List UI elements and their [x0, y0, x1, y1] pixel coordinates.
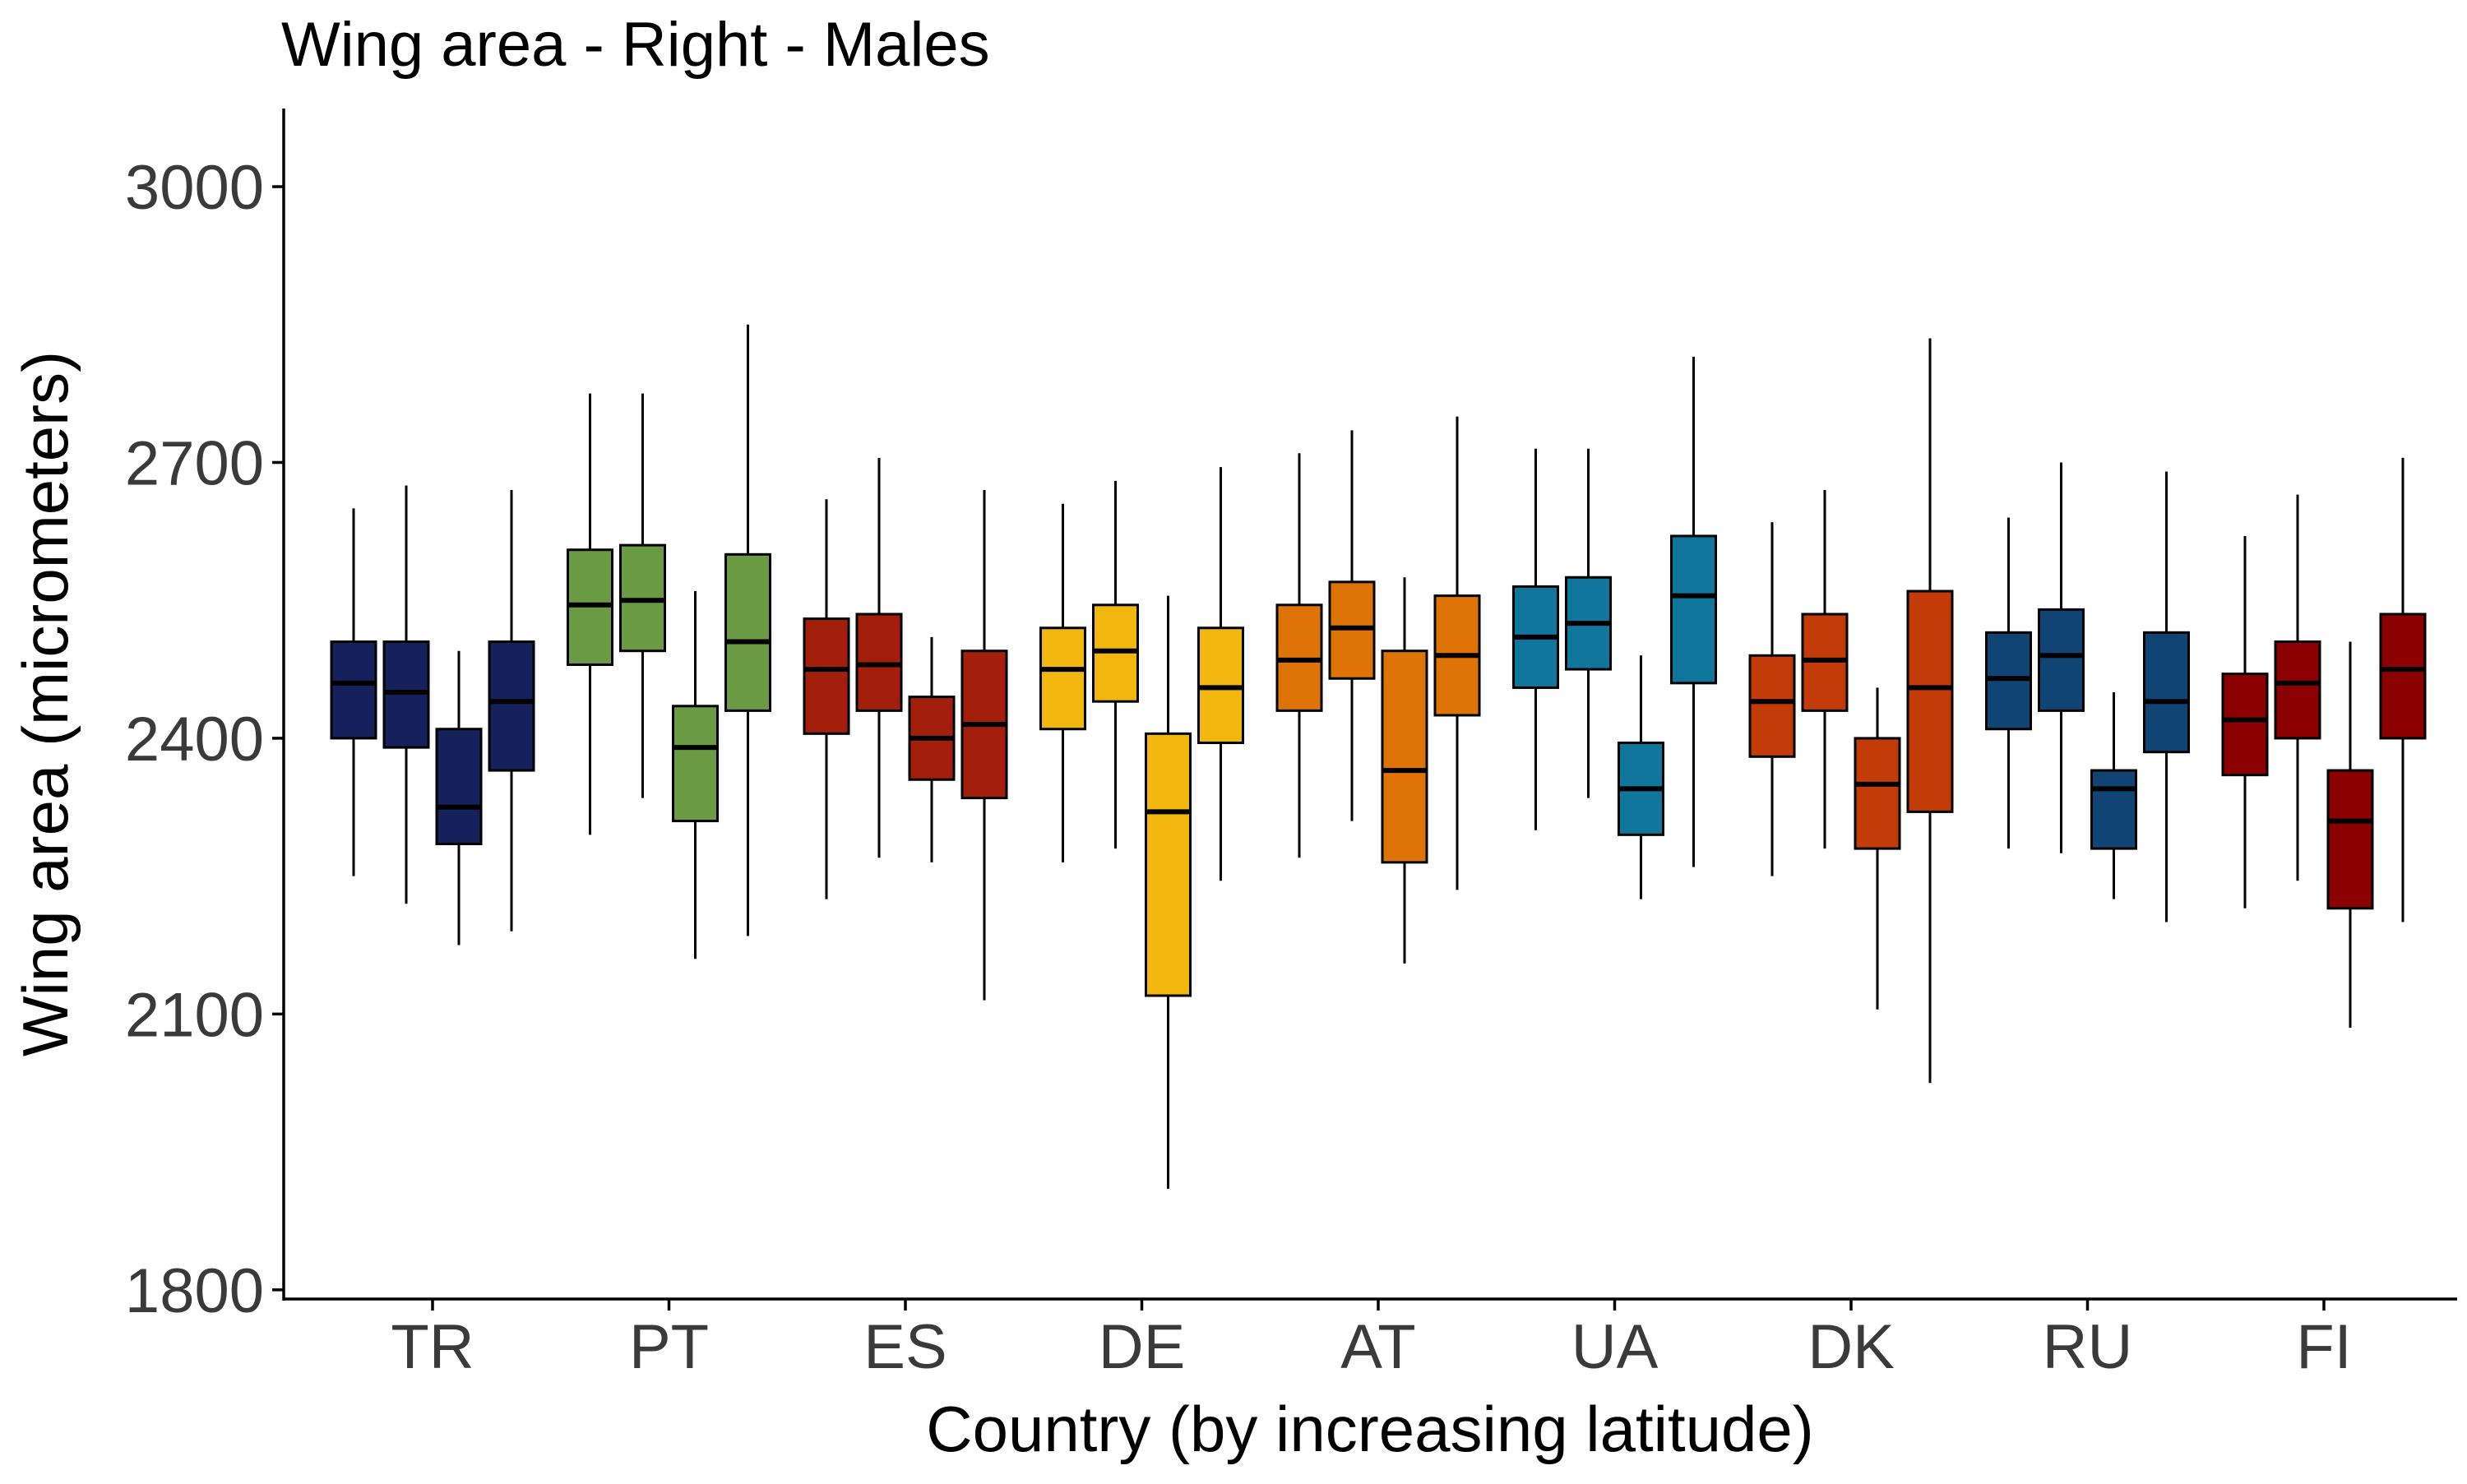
iqr-box: [2090, 769, 2137, 850]
x-tick-label-es: ES: [863, 1312, 947, 1382]
box-at-2: [1328, 430, 1376, 821]
box-es-4: [960, 490, 1008, 1001]
ticks-layer: 1800 2100 2400 2700 3000 TR PT ES DE AT UA DK RU FI: [125, 153, 2352, 1382]
box-es-3: [908, 636, 956, 862]
box-ua-3: [1618, 655, 1664, 899]
iqr-box: [1381, 650, 1428, 864]
x-tick-label-tr: TR: [391, 1312, 474, 1382]
box-ua-1: [1512, 448, 1559, 830]
iqr-box: [2379, 613, 2427, 740]
box-de-1: [1039, 503, 1086, 862]
box-fi-2: [2274, 494, 2321, 881]
iqr-box: [330, 640, 377, 740]
x-tick-label-ru: RU: [2043, 1312, 2133, 1382]
box-pt-2: [619, 393, 666, 798]
y-tick-label: 1800: [125, 1256, 264, 1326]
x-tick-label-at: AT: [1340, 1312, 1415, 1382]
iqr-box: [2274, 640, 2321, 740]
box-ru-4: [2143, 471, 2190, 922]
y-axis-title: Wing area (micrometers): [9, 351, 81, 1056]
box-tr-4: [488, 490, 535, 932]
iqr-box: [435, 728, 483, 846]
iqr-box: [1670, 534, 1717, 685]
chart-title: Wing area - Right - Males: [281, 10, 990, 80]
box-pt-3: [672, 591, 719, 959]
box-tr-1: [330, 508, 377, 876]
iqr-box: [2143, 631, 2190, 754]
x-tick-label-dk: DK: [1807, 1312, 1895, 1382]
box-ua-2: [1565, 448, 1612, 798]
box-de-4: [1197, 467, 1244, 881]
iqr-box: [2326, 769, 2374, 910]
box-at-4: [1433, 416, 1481, 890]
iqr-box: [1145, 732, 1192, 997]
iqr-box: [2038, 608, 2085, 712]
box-dk-3: [1854, 687, 1901, 1010]
iqr-box: [672, 705, 719, 823]
box-tr-2: [382, 485, 430, 904]
x-axis-title: Country (by increasing latitude): [926, 1393, 1814, 1465]
box-fi-4: [2379, 457, 2427, 922]
box-dk-4: [1906, 338, 1954, 1084]
y-tick-label: 2700: [125, 428, 264, 498]
iqr-box: [1854, 737, 1901, 850]
box-fi-3: [2326, 641, 2374, 1029]
x-tick-label-fi: FI: [2296, 1312, 2352, 1382]
box-dk-1: [1748, 522, 1796, 876]
axes-layer: [282, 109, 2457, 1301]
iqr-box: [488, 640, 535, 772]
x-tick-label-pt: PT: [629, 1312, 709, 1382]
box-at-3: [1381, 577, 1428, 964]
box-pt-4: [724, 324, 771, 936]
box-es-2: [855, 457, 903, 858]
y-tick-label: 2400: [125, 705, 264, 774]
box-ru-2: [2038, 462, 2085, 853]
boxes-layer: [330, 324, 2427, 1189]
box-tr-3: [435, 650, 483, 945]
iqr-box: [1039, 626, 1086, 731]
y-tick-label: 3000: [125, 153, 264, 223]
x-tick-label-de: DE: [1099, 1312, 1186, 1382]
box-de-2: [1092, 480, 1139, 849]
box-es-1: [803, 499, 850, 899]
box-at-1: [1275, 453, 1323, 858]
iqr-box: [724, 552, 771, 712]
box-fi-1: [2221, 535, 2269, 908]
iqr-box: [803, 617, 850, 735]
x-tick-label-ua: UA: [1571, 1312, 1659, 1382]
box-ua-4: [1670, 356, 1717, 867]
y-tick-label: 2100: [125, 980, 264, 1050]
box-dk-2: [1801, 490, 1849, 849]
box-ru-3: [2090, 692, 2137, 899]
box-pt-1: [567, 393, 613, 835]
box-de-3: [1145, 595, 1192, 1189]
iqr-box: [1906, 589, 1954, 813]
box-ru-1: [1985, 517, 2032, 849]
iqr-box: [2221, 673, 2269, 777]
iqr-box: [1748, 654, 1796, 758]
